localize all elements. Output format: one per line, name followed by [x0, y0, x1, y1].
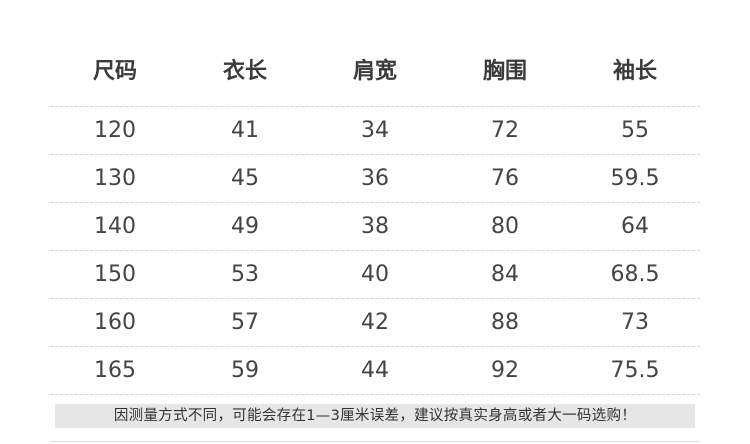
- table-cell: 40: [361, 262, 389, 287]
- table-header: 尺码 衣长 肩宽 胸围 袖长: [50, 50, 700, 94]
- header-cell: 衣长: [222, 59, 267, 84]
- table-cell: 80: [491, 214, 519, 239]
- table-cell: 88: [491, 310, 519, 335]
- table-cell: 84: [491, 262, 519, 287]
- bottom-divider: [50, 441, 700, 442]
- table-cell: 140: [94, 214, 136, 239]
- header-cell: 肩宽: [352, 59, 397, 84]
- table-cell: 44: [361, 358, 389, 383]
- table-row: 160 57 42 88 73: [50, 298, 700, 346]
- table-cell: 49: [231, 214, 259, 239]
- header-cell: 胸围: [482, 59, 527, 84]
- table-cell: 92: [491, 358, 519, 383]
- table-cell: 160: [94, 310, 136, 335]
- measurement-note: 因测量方式不同，可能会存在1—3厘米误差，建议按真实身高或者大一码选购！: [55, 404, 695, 428]
- divider: [50, 394, 700, 395]
- table-cell: 34: [361, 118, 389, 143]
- table-cell: 150: [94, 262, 136, 287]
- table-row: 150 53 40 84 68.5: [50, 250, 700, 298]
- table-row: 140 49 38 80 64: [50, 202, 700, 250]
- table-cell: 73: [621, 310, 649, 335]
- table-cell: 76: [491, 166, 519, 191]
- header-cell: 尺码: [92, 59, 137, 84]
- header-cell: 袖长: [612, 59, 657, 84]
- table-cell: 38: [361, 214, 389, 239]
- table-cell: 42: [361, 310, 389, 335]
- table-cell: 59.5: [610, 166, 660, 191]
- table-cell: 55: [621, 118, 649, 143]
- table-cell: 165: [94, 358, 136, 383]
- table-cell: 57: [231, 310, 259, 335]
- table-row: 165 59 44 92 75.5: [50, 346, 700, 394]
- table-row: 130 45 36 76 59.5: [50, 154, 700, 202]
- table-cell: 41: [231, 118, 259, 143]
- table-cell: 130: [94, 166, 136, 191]
- table-cell: 45: [231, 166, 259, 191]
- table-cell: 75.5: [610, 358, 660, 383]
- table-cell: 68.5: [610, 262, 660, 287]
- table-row: 120 41 34 72 55: [50, 106, 700, 154]
- table-cell: 72: [491, 118, 519, 143]
- table-cell: 120: [94, 118, 136, 143]
- table-cell: 53: [231, 262, 259, 287]
- table-cell: 59: [231, 358, 259, 383]
- table-cell: 64: [621, 214, 649, 239]
- table-cell: 36: [361, 166, 389, 191]
